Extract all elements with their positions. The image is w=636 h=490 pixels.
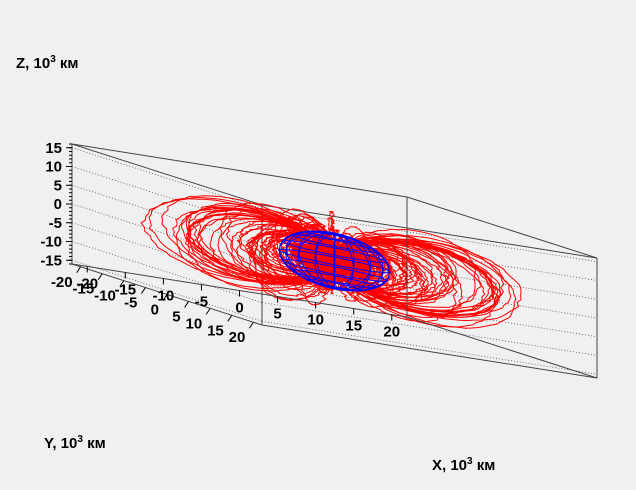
x-tick-label: 0 <box>235 300 243 317</box>
y-tick-mark <box>77 267 81 273</box>
x-tick-label: -5 <box>195 293 208 310</box>
x-axis-title: X, 103 км <box>432 456 495 474</box>
z-tick-label: 10 <box>45 159 62 176</box>
z-axis-ticks: 15 105 0 -5 -10-15 <box>40 140 72 270</box>
z-tick-label: 0 <box>54 196 62 213</box>
y-tick-label: 15 <box>207 322 224 339</box>
y-tick-label: 5 <box>172 308 180 325</box>
y-tick-label: 10 <box>185 315 202 332</box>
z-tick-label: 5 <box>54 177 62 194</box>
x-tick-label: 20 <box>383 324 400 341</box>
x-tick-label: -15 <box>114 281 136 298</box>
y-tick-label: 20 <box>229 329 246 346</box>
y-tick-mark <box>185 301 189 307</box>
x-tick-label: 5 <box>273 306 281 323</box>
y-tick-mark <box>228 315 232 321</box>
z-axis-title: Z, 103 км <box>16 54 79 72</box>
box-edge <box>72 144 407 197</box>
y-tick-mark <box>98 274 102 280</box>
y-tick-label: -20 <box>51 274 73 291</box>
y-axis-title: Y, 103 км <box>44 434 106 452</box>
x-tick-label: 15 <box>345 318 362 335</box>
z-tick-label: 15 <box>45 140 62 157</box>
y-tick-mark <box>249 322 253 328</box>
z-tick-label: -15 <box>40 252 62 269</box>
x-tick-label: -20 <box>76 275 98 292</box>
x-tick-label: 10 <box>307 312 324 329</box>
box-edge <box>72 144 262 205</box>
box-edge <box>262 325 597 378</box>
y-tick-mark <box>141 288 145 294</box>
z-gridline <box>72 148 262 209</box>
z-tick-label: -10 <box>40 234 62 251</box>
x-tick-label: -10 <box>153 287 175 304</box>
z-tick-label: -5 <box>49 215 62 232</box>
box-edge <box>407 317 597 378</box>
